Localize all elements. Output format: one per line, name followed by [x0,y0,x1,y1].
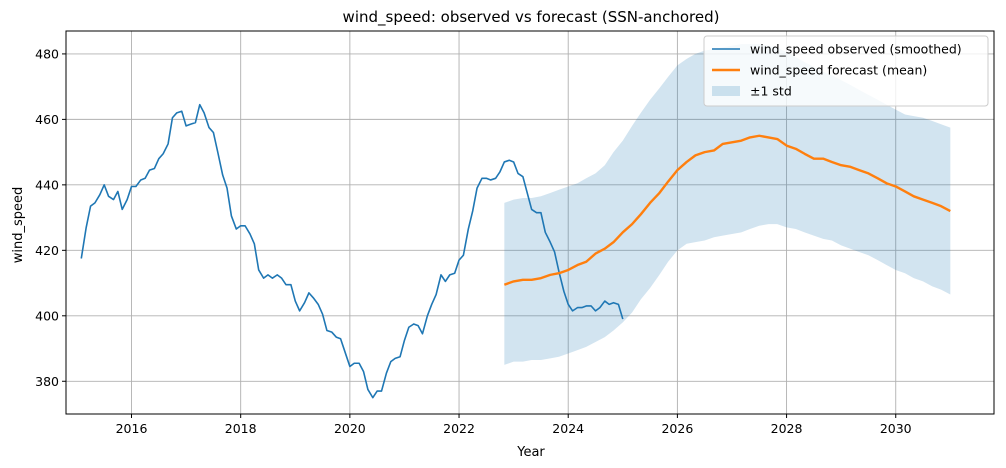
legend-label: ±1 std [750,84,792,99]
observed-series-line [80,103,624,399]
y-tick-label: 440 [35,177,59,192]
legend-label: wind_speed forecast (mean) [750,63,927,78]
x-tick-label: 2024 [552,421,584,436]
x-tick-label: 2016 [116,421,148,436]
y-axis-ticks: 380 400 420 440 460 480 [35,46,66,389]
x-tick-label: 2028 [771,421,803,436]
plot-frame [65,30,995,415]
y-tick-label: 480 [35,46,59,61]
legend-box [703,35,989,107]
legend: wind_speed observed (smoothed) wind_speed… [703,35,989,107]
y-tick-label: 380 [35,374,59,389]
chart-title: wind_speed: observed vs forecast (SSN-an… [343,8,720,27]
x-axis-label: Year [516,445,545,460]
y-tick-label: 420 [35,243,59,258]
forecast-series-line [503,134,951,286]
plot-area [80,44,951,399]
x-axis-ticks: 2016 2018 2020 2022 2024 2026 2028 2030 [116,414,912,436]
y-tick-label: 460 [35,112,59,127]
y-axis-label: wind_speed [11,187,26,264]
x-tick-label: 2018 [225,421,257,436]
x-tick-label: 2022 [443,421,475,436]
x-tick-label: 2030 [880,421,912,436]
std-band [504,44,951,365]
x-tick-label: 2026 [661,421,693,436]
y-tick-label: 400 [35,308,59,323]
legend-swatch-patch [712,86,740,96]
x-tick-label: 2020 [334,421,366,436]
legend-label: wind_speed observed (smoothed) [750,42,962,57]
